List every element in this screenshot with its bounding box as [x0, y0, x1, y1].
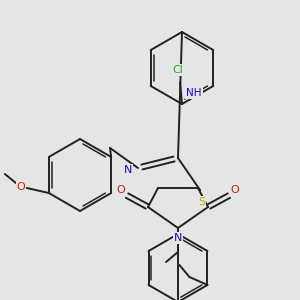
Text: O: O — [16, 182, 25, 192]
Text: S: S — [198, 197, 206, 207]
Text: NH: NH — [186, 88, 202, 98]
Text: O: O — [117, 185, 125, 195]
Text: Cl: Cl — [172, 65, 183, 75]
Text: N: N — [174, 233, 182, 243]
Text: O: O — [231, 185, 239, 195]
Text: N: N — [124, 165, 132, 175]
